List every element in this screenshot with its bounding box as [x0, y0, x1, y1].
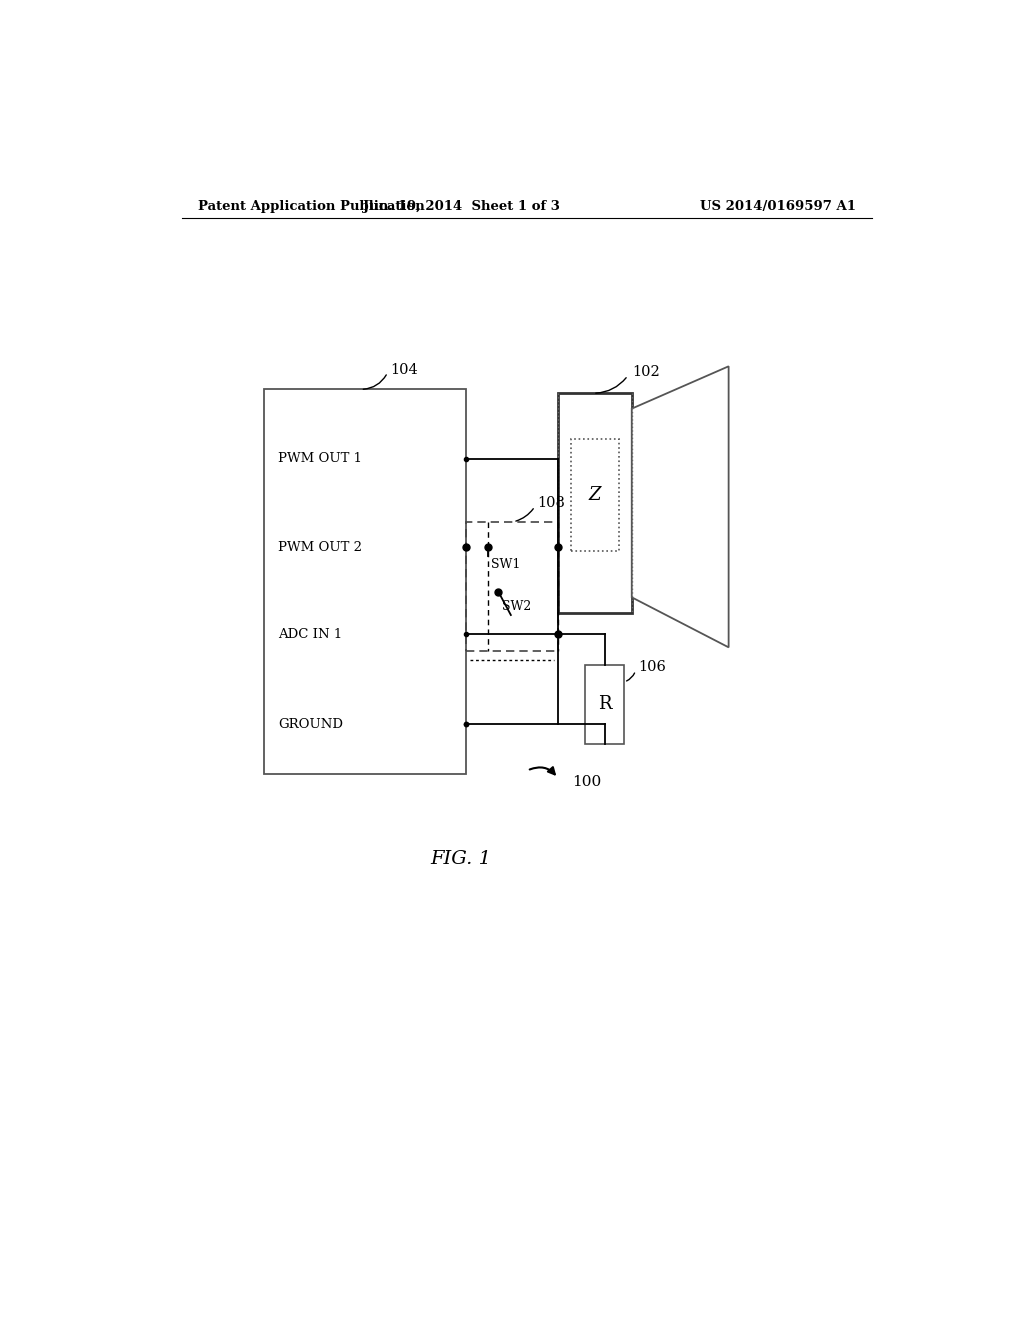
Text: GROUND: GROUND: [279, 718, 343, 731]
Text: SW1: SW1: [492, 558, 521, 572]
Text: 100: 100: [572, 775, 601, 789]
Text: Patent Application Publication: Patent Application Publication: [198, 199, 425, 213]
Text: 104: 104: [390, 363, 418, 378]
Bar: [571, 440, 618, 552]
Bar: [586, 665, 624, 743]
Bar: [466, 521, 558, 651]
Text: FIG. 1: FIG. 1: [431, 850, 492, 869]
Text: US 2014/0169597 A1: US 2014/0169597 A1: [700, 199, 856, 213]
Text: 108: 108: [538, 496, 565, 511]
Text: 106: 106: [638, 660, 666, 673]
Text: PWM OUT 1: PWM OUT 1: [279, 453, 362, 465]
Text: PWM OUT 2: PWM OUT 2: [279, 541, 362, 554]
Text: 102: 102: [632, 366, 659, 379]
Text: SW2: SW2: [503, 599, 531, 612]
Polygon shape: [632, 367, 729, 647]
Text: R: R: [598, 696, 611, 713]
Bar: [558, 393, 632, 612]
Text: ADC IN 1: ADC IN 1: [279, 628, 343, 640]
Text: Z: Z: [589, 486, 601, 504]
Text: Jun. 19, 2014  Sheet 1 of 3: Jun. 19, 2014 Sheet 1 of 3: [362, 199, 560, 213]
Bar: [264, 389, 466, 775]
